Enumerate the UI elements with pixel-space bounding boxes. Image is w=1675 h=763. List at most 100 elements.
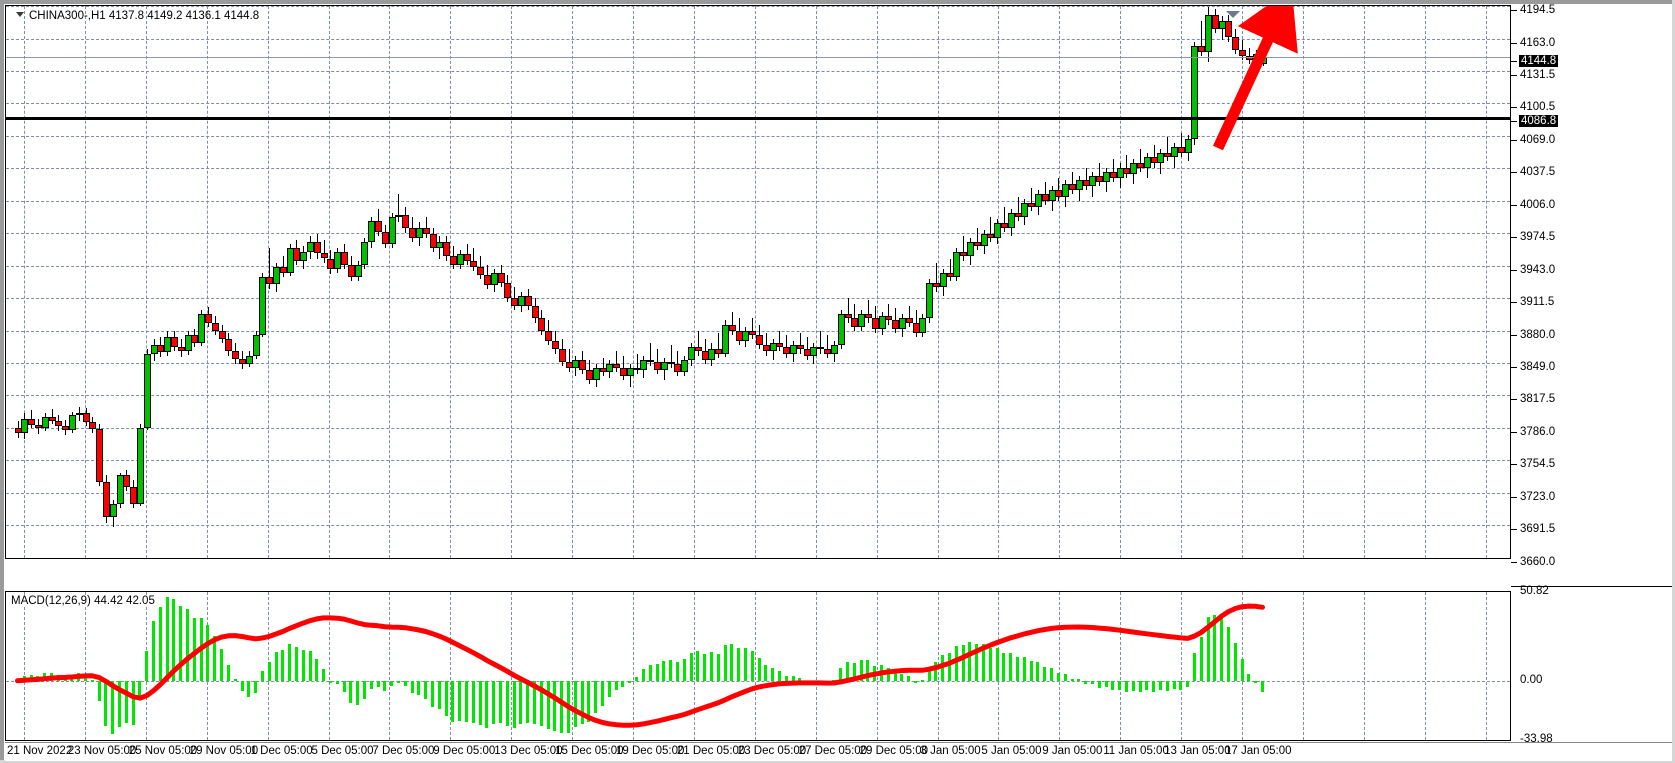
candle-wick [888,303,889,325]
candle-bearish [477,266,484,276]
time-axis-label: 15 Dec 05:00 [555,745,624,757]
window-frame-bottom [0,760,1675,763]
axis-tick [1511,366,1517,368]
candle-bearish [35,424,42,428]
candle-bearish [103,481,110,517]
axis-tick [1511,75,1517,77]
macd-histogram-bar [370,680,373,689]
price-chart-panel[interactable]: CHINA300-,H1 4137.8 4149.2 4136.1 4144.8 [5,5,1511,559]
macd-histogram-bar [315,659,318,681]
candle-bullish [395,215,402,218]
macd-histogram-bar [744,647,747,681]
grid-line-vertical [1485,6,1487,558]
grid-line-horizontal [6,492,1510,494]
symbol-header[interactable]: CHINA300-,H1 4137.8 4149.2 4136.1 4144.8 [16,10,259,23]
candle-wick [677,351,678,377]
macd-histogram-bar [982,643,985,681]
candle-bearish [484,275,491,286]
axis-tick [1511,107,1517,109]
macd-histogram-bar [254,680,257,693]
chevron-down-icon[interactable] [16,12,24,18]
candle-bearish [892,320,899,329]
macd-signal-line [15,603,1265,728]
price-axis-label-highlighted: 4144.8 [1519,55,1559,68]
macd-histogram-bar [907,675,910,681]
candle-bullish [994,223,1001,238]
candle-bearish [239,358,246,364]
candle-bearish [1225,20,1232,38]
macd-histogram-bar [764,665,767,681]
candle-bullish [117,475,124,505]
candle-bullish [661,361,668,371]
macd-histogram-bar [104,680,107,726]
macd-histogram-bar [390,680,393,686]
candle-bearish [865,314,872,319]
candle-bearish [715,349,722,354]
macd-histogram-bar [186,609,189,681]
candle-wick [473,248,474,271]
candle-bearish [559,349,566,362]
price-axis[interactable]: 4194.5 4163.0 4144.8 4131.5 4100.5 4086.8 4069… [1511,4,1672,745]
time-axis-label: 13 Dec 05:00 [494,745,563,757]
candle-bearish [225,339,232,352]
macd-histogram-bar [547,680,550,730]
macd-histogram-bar [690,652,693,681]
price-axis-label: 3660.0 [1520,556,1556,568]
macd-histogram-bar [771,667,774,681]
macd-histogram-bar [730,643,733,681]
macd-histogram-bar [635,676,638,681]
grid-line-horizontal [6,525,1510,527]
macd-histogram-bar [1179,680,1182,691]
time-axis-label: 21 Dec 05:00 [676,745,746,757]
candle-bearish [1212,14,1219,30]
macd-histogram-bar [1152,680,1155,693]
macd-histogram-bar [213,635,216,681]
candle-bullish [770,343,777,352]
candle-wick [1072,171,1073,195]
current-price-line [6,57,1510,59]
macd-histogram-bar [792,676,795,681]
macd-histogram-bar [275,651,278,681]
macd-histogram-bar [356,680,359,706]
candle-bullish [919,318,926,333]
candle-wick [569,349,570,373]
macd-histogram-bar [785,676,788,681]
time-axis[interactable]: 21 Nov 2022 23 Nov 05:00 25 Nov 05:00 29 No… [5,742,1672,761]
macd-indicator-panel[interactable]: MACD(12,26,9) 44.42 42.05 [5,591,1511,741]
candle-bullish [1130,163,1137,174]
macd-histogram-bar [329,680,332,683]
candle-bullish [1205,14,1212,52]
candle-wick [1181,132,1182,158]
macd-histogram-bar [621,680,624,688]
macd-histogram-bar [438,680,441,710]
macd-histogram-bar [519,680,522,724]
candle-bullish [300,252,307,261]
grid-line-horizontal [6,135,1510,137]
grid-line-vertical [84,6,86,558]
macd-histogram-bar [445,680,448,716]
macd-header: MACD(12,26,9) 44.42 42.05 [11,595,158,607]
candle-bearish [674,363,681,373]
grid-line-vertical [693,6,695,558]
candle-bullish [368,221,375,242]
candle-bullish [457,254,464,265]
macd-histogram-bar [662,661,665,681]
candle-wick [732,312,733,335]
candle-bearish [1028,202,1035,207]
candle-bearish [430,233,437,249]
macd-histogram-bar [431,680,434,707]
grid-line-horizontal [6,71,1510,73]
candle-bullish [355,264,362,278]
candle-bullish [185,334,192,352]
macd-histogram-bar [281,650,284,681]
candle-bearish [498,272,505,284]
candle-bullish [307,241,314,253]
chevron-down-icon[interactable] [1226,11,1240,18]
candle-bearish [729,324,736,331]
grid-line-horizontal [6,6,1510,7]
candle-bullish [981,233,988,247]
candle-bearish [525,295,532,306]
macd-histogram-bar [975,644,978,681]
candle-bullish [164,336,171,353]
macd-histogram-bar [268,661,271,681]
